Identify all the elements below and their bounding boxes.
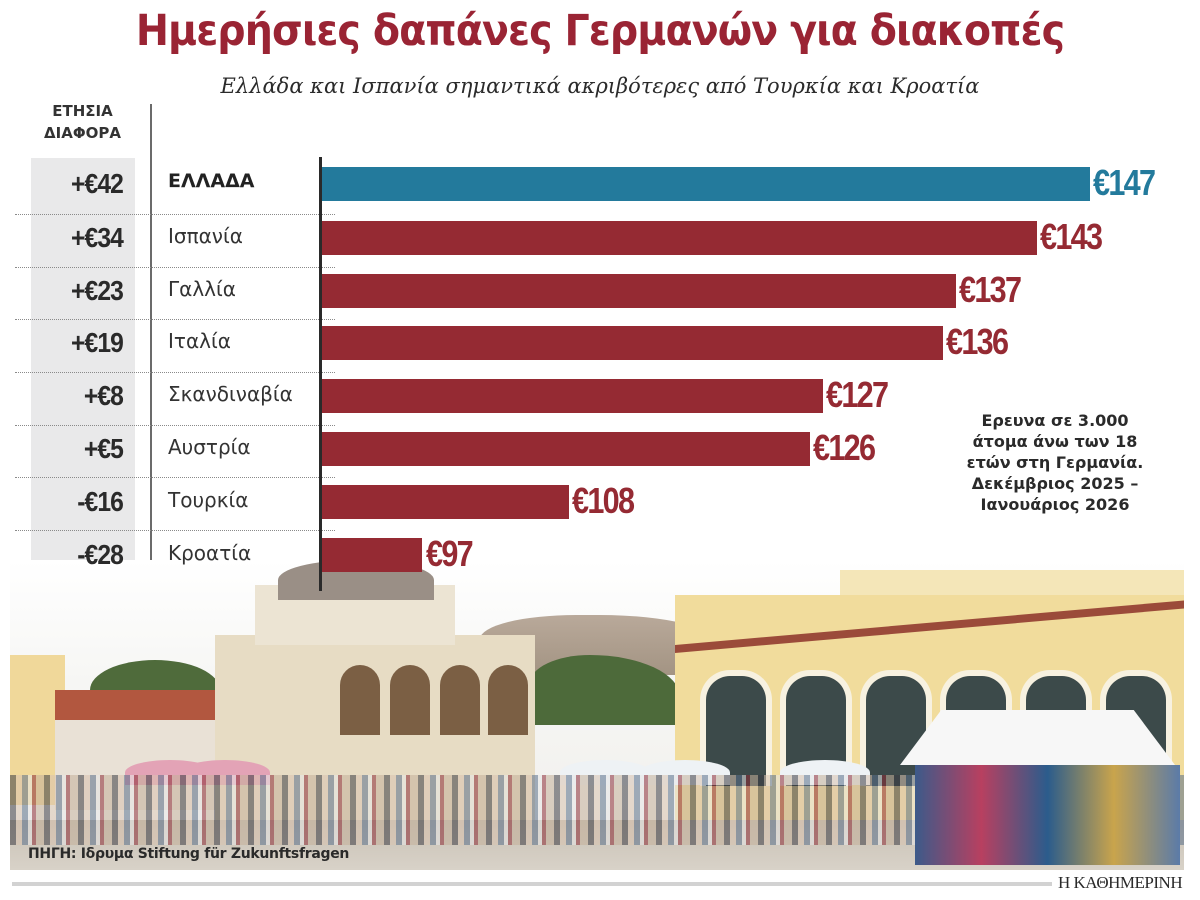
row-separator xyxy=(15,530,335,531)
country-label: Αυστρία xyxy=(168,435,251,459)
value-label: €147 xyxy=(1093,162,1156,203)
value-label: €143 xyxy=(1040,216,1103,257)
country-label: Ισπανία xyxy=(168,224,243,248)
bar xyxy=(322,326,943,360)
country-label: Τουρκία xyxy=(168,488,249,512)
photo-roof xyxy=(55,690,245,720)
bar xyxy=(322,432,810,466)
annual-difference: +€42 xyxy=(71,168,124,199)
diff-header-line1: ΕΤΗΣΙΑ xyxy=(52,102,113,120)
photo-arch xyxy=(488,665,528,735)
country-label: Σκανδιναβία xyxy=(168,382,293,406)
row-separator xyxy=(15,319,335,320)
diff-header-line2: ΔΙΑΦΟΡΑ xyxy=(44,124,121,142)
annual-difference-header: ΕΤΗΣΙΑ ΔΙΑΦΟΡΑ xyxy=(25,100,140,144)
country-label: Ιταλία xyxy=(168,329,231,353)
country-label: ΕΛΛΑΔΑ xyxy=(168,170,255,192)
row-separator xyxy=(15,425,335,426)
row-separator xyxy=(15,372,335,373)
bar-row: +€42 ΕΛΛΑΔΑ €147 xyxy=(0,158,1200,210)
note-line: Ιανουάριος 2026 xyxy=(980,495,1130,514)
row-separator xyxy=(15,214,335,215)
source-credit: ΠΗΓΗ: Ιδρυμα Stiftung für Zukunftsfragen xyxy=(28,846,350,862)
photo-arch xyxy=(340,665,380,735)
annual-difference: -€16 xyxy=(77,486,124,517)
bar-highlight xyxy=(322,167,1090,201)
row-separator xyxy=(15,477,335,478)
country-label: Κροατία xyxy=(168,541,252,565)
chart-title: Ημερήσιες δαπάνες Γερμανών για διακοπές xyxy=(135,6,1065,56)
bar xyxy=(322,485,569,519)
annual-difference: -€28 xyxy=(77,539,124,570)
annual-difference: +€8 xyxy=(83,380,124,411)
note-line: ετών στη Γερμανία. xyxy=(966,453,1144,472)
bar-row: -€16 Τουρκία €108 xyxy=(0,476,1200,528)
annual-difference: +€34 xyxy=(71,222,124,253)
chart-axis xyxy=(319,157,322,591)
column-divider xyxy=(150,104,152,586)
photo-kiosk xyxy=(915,765,1180,865)
value-label: €136 xyxy=(946,321,1009,362)
annual-difference: +€19 xyxy=(71,327,124,358)
row-separator xyxy=(15,267,335,268)
value-label: €126 xyxy=(813,427,876,468)
bar-row: +€23 Γαλλία €137 xyxy=(0,265,1200,317)
value-label: €127 xyxy=(826,374,889,415)
footer-rule xyxy=(12,882,1052,886)
annual-difference: +€5 xyxy=(83,433,124,464)
note-line: Ερευνα σε 3.000 xyxy=(981,411,1129,430)
value-label: €108 xyxy=(572,480,635,521)
note-line: άτομα άνω των 18 xyxy=(972,432,1138,451)
bar-row: +€19 Ιταλία €136 xyxy=(0,317,1200,369)
monastiraki-square-photo xyxy=(10,560,1184,870)
annual-difference: +€23 xyxy=(71,275,124,306)
bar xyxy=(322,274,956,308)
value-label: €137 xyxy=(959,269,1022,310)
bar xyxy=(322,221,1037,255)
bar xyxy=(322,538,422,572)
value-label: €97 xyxy=(426,533,474,574)
difference-column-background xyxy=(31,158,135,582)
bar-row: -€28 Κροατία €97 xyxy=(0,529,1200,581)
bar-row: +€5 Αυστρία €126 xyxy=(0,423,1200,475)
subtitle-text: Ελλάδα και Ισπανία σημαντικά ακριβότερες… xyxy=(220,74,980,98)
bar-row: +€8 Σκανδιναβία €127 xyxy=(0,370,1200,422)
publisher-brand: Η ΚΑΘΗΜΕΡΙΝΗ xyxy=(1058,873,1183,892)
chart-subtitle: Ελλάδα και Ισπανία σημαντικά ακριβότερες… xyxy=(0,74,1200,98)
photo-arch xyxy=(440,665,480,735)
note-line: Δεκέμβριος 2025 – xyxy=(971,474,1139,493)
country-label: Γαλλία xyxy=(168,277,236,301)
photo-kiosk-roof xyxy=(900,710,1175,765)
bar-row: +€34 Ισπανία €143 xyxy=(0,212,1200,264)
bar xyxy=(322,379,823,413)
photo-arch xyxy=(390,665,430,735)
survey-note: Ερευνα σε 3.000 άτομα άνω των 18 ετών στ… xyxy=(940,410,1170,515)
